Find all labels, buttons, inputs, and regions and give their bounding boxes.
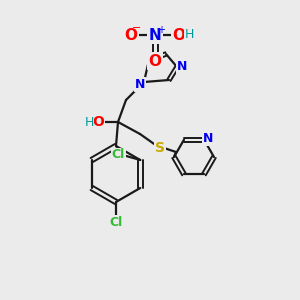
Text: N: N	[177, 61, 187, 74]
Text: N: N	[203, 132, 213, 145]
Text: H: H	[184, 28, 194, 41]
Text: Cl: Cl	[112, 148, 125, 161]
Text: O: O	[124, 28, 137, 43]
Text: O: O	[148, 53, 161, 68]
Text: N: N	[135, 77, 145, 91]
Text: Cl: Cl	[110, 215, 123, 229]
Text: −: −	[132, 23, 142, 33]
Text: H: H	[84, 116, 94, 128]
Text: O: O	[92, 115, 104, 129]
Text: N: N	[148, 28, 161, 43]
Text: +: +	[157, 25, 165, 35]
Text: O: O	[172, 28, 185, 43]
Text: S: S	[155, 141, 165, 155]
